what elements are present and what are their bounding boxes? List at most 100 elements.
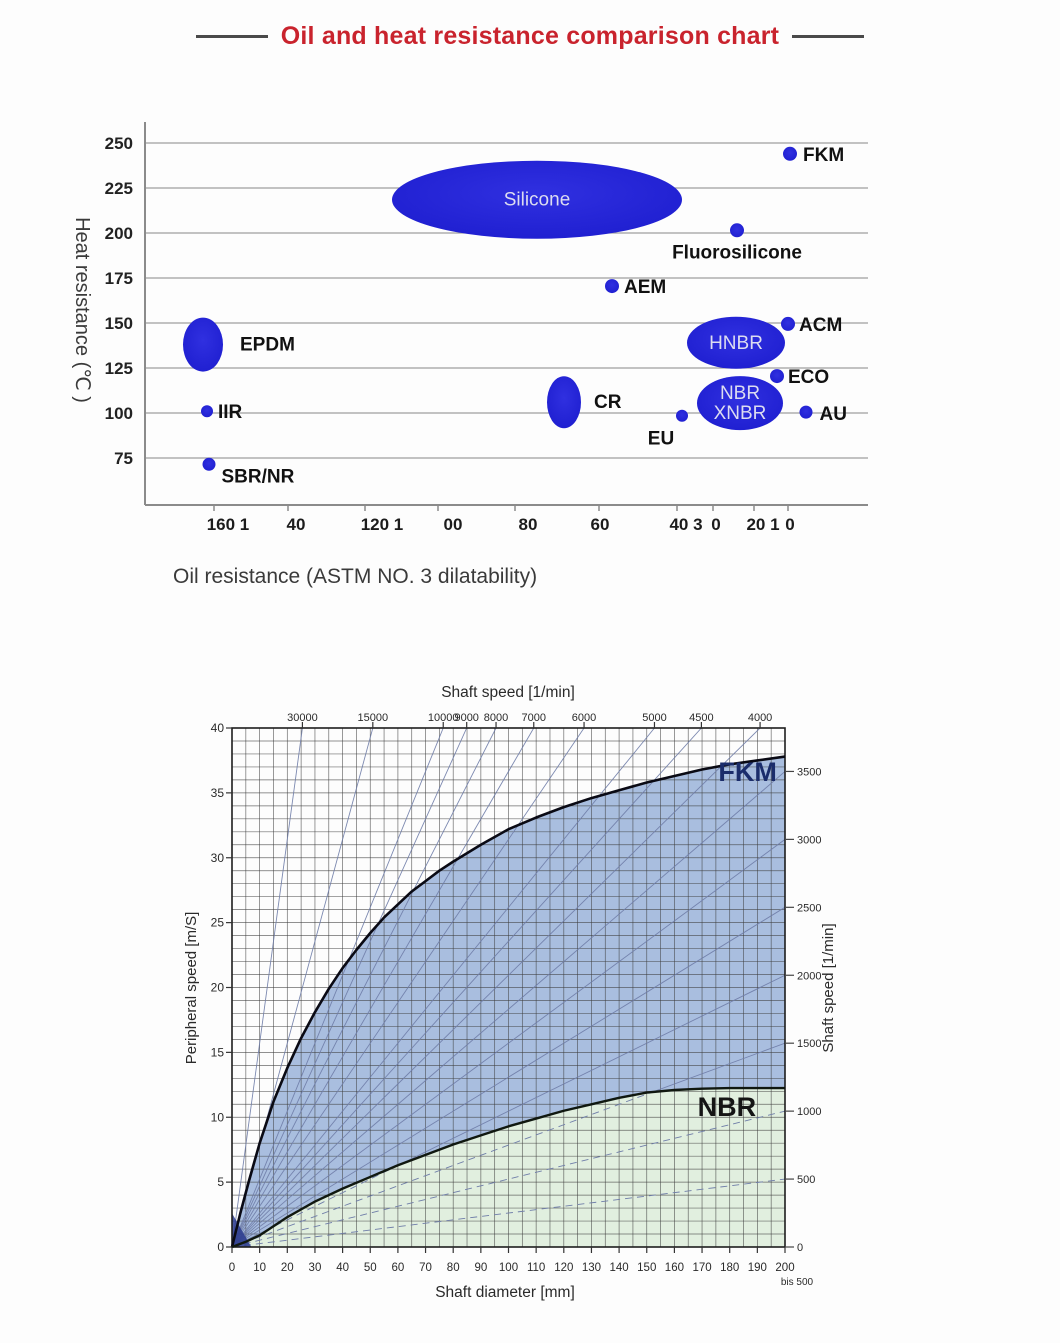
- svg-text:FKM: FKM: [718, 757, 776, 787]
- svg-text:150: 150: [637, 1262, 656, 1274]
- svg-text:NBR: NBR: [698, 1092, 757, 1122]
- svg-text:225: 225: [105, 179, 133, 198]
- speed-line-7000: [232, 728, 535, 1247]
- svg-text:Shaft speed [1/min]: Shaft speed [1/min]: [441, 684, 575, 701]
- svg-text:175: 175: [105, 269, 133, 288]
- material-ECO: ECO: [770, 367, 829, 388]
- svg-text:Shaft speed [1/min]: Shaft speed [1/min]: [820, 923, 837, 1052]
- svg-text:15: 15: [211, 1045, 225, 1059]
- svg-text:2500: 2500: [797, 902, 821, 914]
- svg-text:190: 190: [748, 1262, 767, 1274]
- speed-line-6000: [232, 728, 585, 1247]
- material-AU: AU: [799, 404, 847, 425]
- svg-text:HNBR: HNBR: [709, 333, 763, 354]
- svg-text:25: 25: [211, 916, 225, 930]
- svg-text:4000: 4000: [748, 712, 772, 724]
- svg-text:Peripheral speed [m/S]: Peripheral speed [m/S]: [183, 912, 200, 1065]
- material-Silicone: Silicone: [392, 160, 682, 239]
- top-chart-bubbles: FKM Silicone Fluorosilicone AEM ACM HNBR EPDM E…: [183, 145, 847, 487]
- bottom-chart-region-labels: FKM NBR: [698, 757, 777, 1122]
- svg-text:ECO: ECO: [788, 367, 829, 388]
- svg-text:15000: 15000: [358, 712, 389, 724]
- svg-text:30: 30: [309, 1262, 322, 1274]
- material-IIR: IIR: [201, 402, 243, 423]
- svg-text:75: 75: [114, 449, 133, 468]
- svg-text:40: 40: [211, 721, 225, 735]
- svg-text:NBR: NBR: [720, 383, 760, 404]
- top-chart-y-tick-labels: 250 225 200 175 150 125 100 75: [105, 134, 133, 468]
- svg-text:3500: 3500: [797, 766, 821, 778]
- speed-line-500-dashed: [232, 1178, 785, 1247]
- svg-text:40 3: 40 3: [669, 515, 702, 534]
- title-left-dash: [195, 35, 268, 38]
- svg-text:SBR/NR: SBR/NR: [222, 466, 295, 487]
- svg-text:30000: 30000: [287, 712, 318, 724]
- material-AEM: AEM: [605, 277, 666, 298]
- bottom-chart-bottom-axis: 0 10 20 30 40 50 60 70 80 90 100 110 120 130 140 150 160…: [229, 1247, 814, 1301]
- svg-text:0: 0: [217, 1240, 224, 1254]
- svg-text:10: 10: [211, 1110, 225, 1124]
- svg-text:140: 140: [610, 1262, 629, 1274]
- svg-text:160: 160: [665, 1262, 684, 1274]
- bottom-chart-left-axis: 0 5 10 15 20 25 30 35 40 Peripheral speed [m/S]: [183, 721, 232, 1254]
- svg-text:200: 200: [105, 224, 133, 243]
- chart-title: Oil and heat resistance comparison chart: [0, 22, 1060, 51]
- svg-text:170: 170: [692, 1262, 711, 1274]
- svg-text:500: 500: [797, 1174, 815, 1186]
- material-SBR-NR: SBR/NR: [202, 457, 295, 487]
- svg-text:250: 250: [105, 134, 133, 153]
- title-right-dash: [792, 35, 865, 38]
- speed-line-2000-dashed: [232, 1088, 785, 1247]
- svg-text:9000: 9000: [454, 712, 478, 724]
- bottom-chart-grid: [231, 727, 786, 1248]
- top-chart-axis-titles: Oil resistance (ASTM NO. 3 dilatability)…: [71, 217, 537, 588]
- svg-text:AEM: AEM: [624, 277, 666, 298]
- top-chart-axes: [144, 122, 868, 506]
- svg-text:10: 10: [253, 1262, 266, 1274]
- svg-text:1500: 1500: [797, 1038, 821, 1050]
- svg-text:bis 500: bis 500: [781, 1277, 814, 1288]
- svg-text:3000: 3000: [797, 834, 821, 846]
- svg-text:40: 40: [287, 515, 306, 534]
- svg-text:Fluorosilicone: Fluorosilicone: [672, 242, 802, 263]
- svg-text:00: 00: [444, 515, 463, 534]
- speed-line-9000: [232, 728, 468, 1247]
- speed-line-2500: [232, 906, 785, 1247]
- speed-line-1000-dashed: [232, 1110, 785, 1247]
- bottom-chart-curves: [230, 755, 786, 1249]
- origin-convergence-patch: [232, 1213, 252, 1247]
- svg-text:10000: 10000: [428, 712, 459, 724]
- svg-text:1000: 1000: [797, 1106, 821, 1118]
- nbr-curve: [231, 1086, 785, 1249]
- material-ACM: ACM: [781, 315, 842, 336]
- svg-text:IIR: IIR: [218, 402, 243, 423]
- svg-text:35: 35: [211, 786, 225, 800]
- speed-line-1500-dashed: [232, 1088, 785, 1247]
- svg-text:80: 80: [447, 1262, 460, 1274]
- material-EU: EU: [648, 409, 688, 450]
- svg-text:8000: 8000: [484, 712, 508, 724]
- material-EPDM: EPDM: [183, 317, 295, 372]
- svg-text:130: 130: [582, 1262, 601, 1274]
- svg-text:5: 5: [217, 1175, 224, 1189]
- speed-line-30000: [232, 728, 303, 1247]
- bottom-chart-right-axis: 3500 3000 2500 2000 1500 1000 500 0 Shaft speed …: [786, 766, 837, 1254]
- svg-text:5000: 5000: [642, 712, 666, 724]
- material-CR: CR: [547, 376, 622, 429]
- svg-text:90: 90: [474, 1262, 487, 1274]
- svg-text:60: 60: [392, 1262, 405, 1274]
- svg-text:200: 200: [775, 1262, 794, 1274]
- svg-text:120 1: 120 1: [361, 515, 404, 534]
- material-FKM: FKM: [783, 145, 844, 166]
- page-title: Oil and heat resistance comparison chart: [280, 22, 780, 50]
- svg-text:Oil resistance (ASTM NO. 3 dil: Oil resistance (ASTM NO. 3 dilatability): [173, 565, 537, 588]
- speed-line-3500: [232, 771, 785, 1247]
- svg-text:Silicone: Silicone: [504, 190, 571, 211]
- svg-text:20 1: 20 1: [746, 515, 779, 534]
- svg-text:XNBR: XNBR: [714, 403, 767, 424]
- svg-text:100: 100: [499, 1262, 518, 1274]
